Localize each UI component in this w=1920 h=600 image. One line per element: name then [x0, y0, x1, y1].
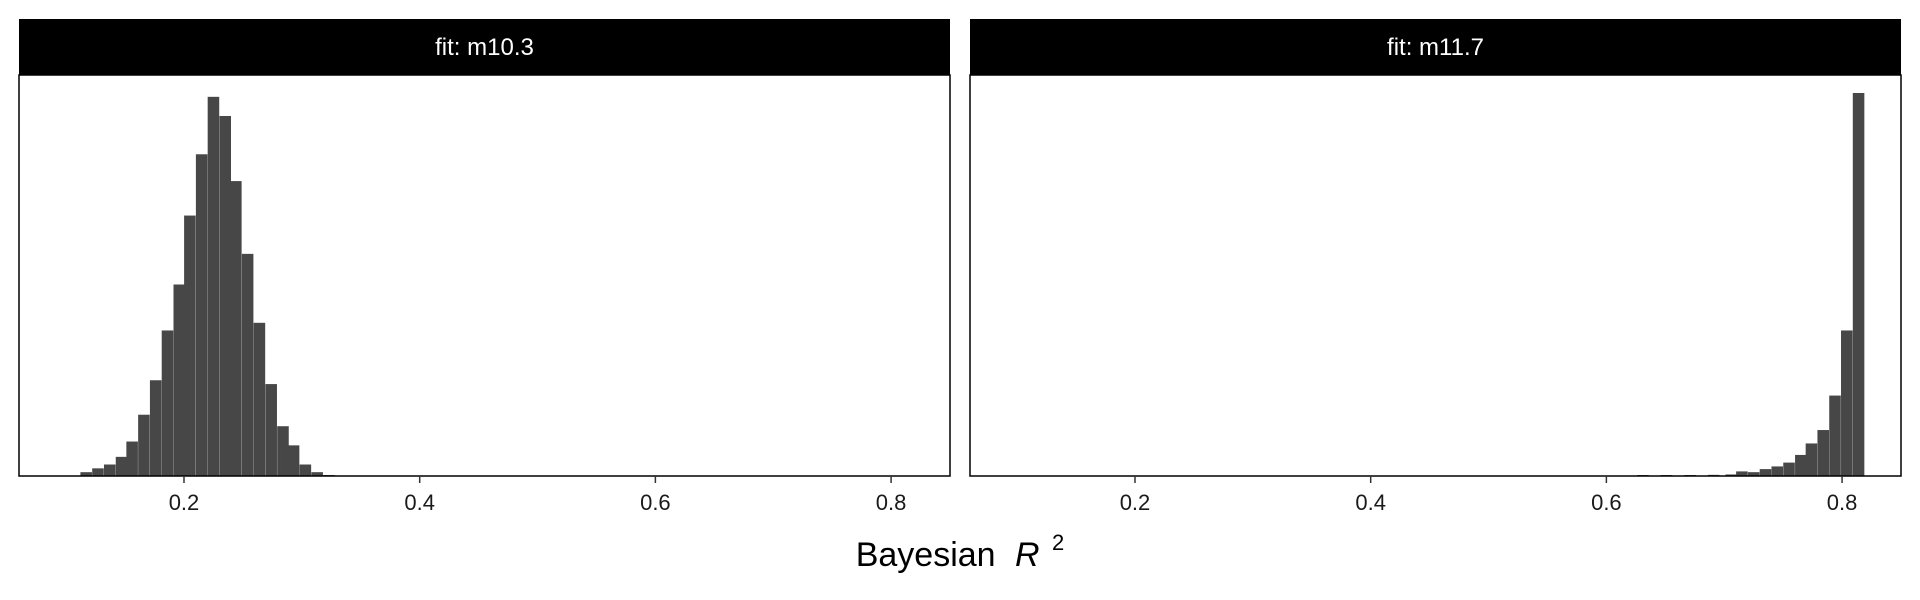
histogram-bar: [219, 115, 232, 476]
x-tick-label: 0.2: [169, 490, 200, 515]
histogram-bar: [195, 154, 208, 476]
histogram-bar: [1747, 472, 1760, 476]
histogram-bar: [277, 426, 289, 476]
histogram-bar: [173, 284, 186, 476]
histogram-bar: [1829, 395, 1841, 476]
x-tick-label: 0.4: [404, 490, 435, 515]
facet-strip-2: [970, 19, 1901, 75]
histogram-bar: [138, 414, 150, 476]
histogram-bar: [287, 445, 300, 476]
histogram-bar: [311, 472, 323, 476]
histogram-bar: [184, 215, 196, 476]
histogram-bar: [265, 384, 277, 476]
histogram-bar: [92, 468, 104, 476]
histogram-bar: [1817, 430, 1829, 476]
x-axis-title-word: Bayesian: [856, 536, 996, 574]
x-tick-label: 0.2: [1120, 490, 1151, 515]
histogram-bar: [1852, 93, 1865, 476]
x-axis-title: Bayesian R 2: [856, 530, 1065, 574]
histogram-bar: [1805, 443, 1818, 476]
histogram-bar: [230, 181, 242, 476]
histogram-bar: [207, 96, 220, 476]
facet-strip-label-2: fit: m11.7: [1387, 34, 1484, 61]
histogram-bar: [1783, 462, 1795, 476]
histogram-bar: [80, 472, 92, 476]
x-axis-title-symbol: R: [1015, 536, 1040, 574]
histogram-bar: [1795, 454, 1807, 476]
histogram-bar: [1725, 474, 1738, 476]
x-axis-title-superscript: 2: [1052, 530, 1064, 555]
x-tick-label: 0.8: [876, 490, 907, 515]
histogram-bar: [1771, 466, 1784, 476]
x-tick-label: 0.4: [1355, 490, 1386, 515]
facet-strip-label-1: fit: m10.3: [435, 34, 534, 61]
histogram-bar: [1736, 471, 1748, 476]
histogram-bar: [115, 456, 128, 476]
x-tick-label: 0.6: [640, 490, 671, 515]
histogram-bar: [1759, 469, 1772, 476]
x-tick-label: 0.6: [1591, 490, 1622, 515]
histogram-bar: [1841, 330, 1853, 476]
x-tick-label: 0.8: [1827, 490, 1858, 515]
panel-border-1: [18, 74, 951, 477]
histogram-bar: [253, 322, 266, 476]
histogram-bar: [149, 380, 162, 476]
facet-strip-1: [19, 19, 950, 75]
panel-border-2: [969, 74, 1902, 477]
histogram-bar: [126, 441, 138, 476]
histogram-bar: [241, 253, 254, 476]
histogram-bar: [161, 330, 174, 476]
histogram-bar: [299, 464, 312, 476]
histogram-bar: [103, 464, 116, 476]
